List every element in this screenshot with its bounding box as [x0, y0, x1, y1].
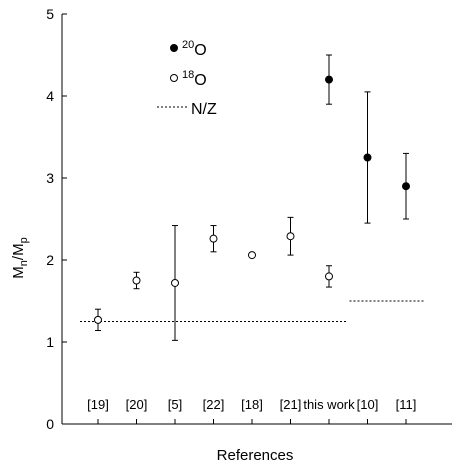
x-axis-label: References: [217, 447, 294, 464]
legend-label-sup: 20: [182, 39, 194, 51]
category-label: [11]: [396, 397, 417, 412]
data-point-open: [325, 272, 333, 281]
category-label: [10]: [357, 397, 379, 412]
data-point-open: [209, 234, 218, 243]
legend-label-text: O: [194, 72, 206, 89]
legend-label: 20O: [182, 39, 207, 59]
data-point-open: [171, 278, 179, 287]
category-label: [22]: [203, 397, 225, 412]
data-point-open: [132, 276, 141, 285]
y-axis-label: Mn/Mp: [10, 237, 30, 278]
reference-lines: [80, 300, 424, 322]
category-label: [5]: [168, 397, 182, 412]
axes: [61, 14, 452, 425]
legend-marker-filled: [170, 44, 178, 52]
y-ticks: 0 1 2 3 4 5: [46, 6, 67, 432]
legend-marker-open: [170, 74, 178, 82]
y-tick-label: 2: [46, 252, 54, 268]
y-tick-label: 5: [46, 6, 54, 22]
legend-label: N/Z: [191, 101, 217, 118]
y-label-sub-n: n: [18, 260, 30, 266]
category-label: [18]: [241, 397, 263, 412]
y-label-slash: /M: [10, 243, 27, 260]
y-tick-label: 0: [46, 416, 54, 432]
data-point-filled: [325, 75, 333, 84]
y-tick-label: 4: [46, 88, 54, 104]
category-label: [20]: [126, 397, 148, 412]
legend-label: 18O: [182, 69, 207, 89]
category-label: this work: [303, 397, 355, 412]
category-label: [21]: [280, 397, 302, 412]
data-point-filled: [363, 153, 372, 162]
data-points: [94, 54, 410, 341]
legend-label-text: O: [194, 42, 206, 59]
category-labels: [19] [20] [5] [22] [18] [21] this work [10] [11]: [87, 397, 416, 424]
y-tick-label: 3: [46, 170, 54, 186]
y-label-sub-p: p: [18, 237, 30, 243]
category-label: [19]: [87, 397, 109, 412]
data-point-open: [248, 251, 256, 260]
legend-label-sup: 18: [182, 69, 194, 81]
data-point-open: [286, 232, 295, 241]
y-tick-label: 1: [46, 334, 54, 350]
y-label-m: M: [10, 266, 27, 279]
data-point-open: [94, 315, 102, 324]
data-point-filled: [402, 182, 410, 191]
